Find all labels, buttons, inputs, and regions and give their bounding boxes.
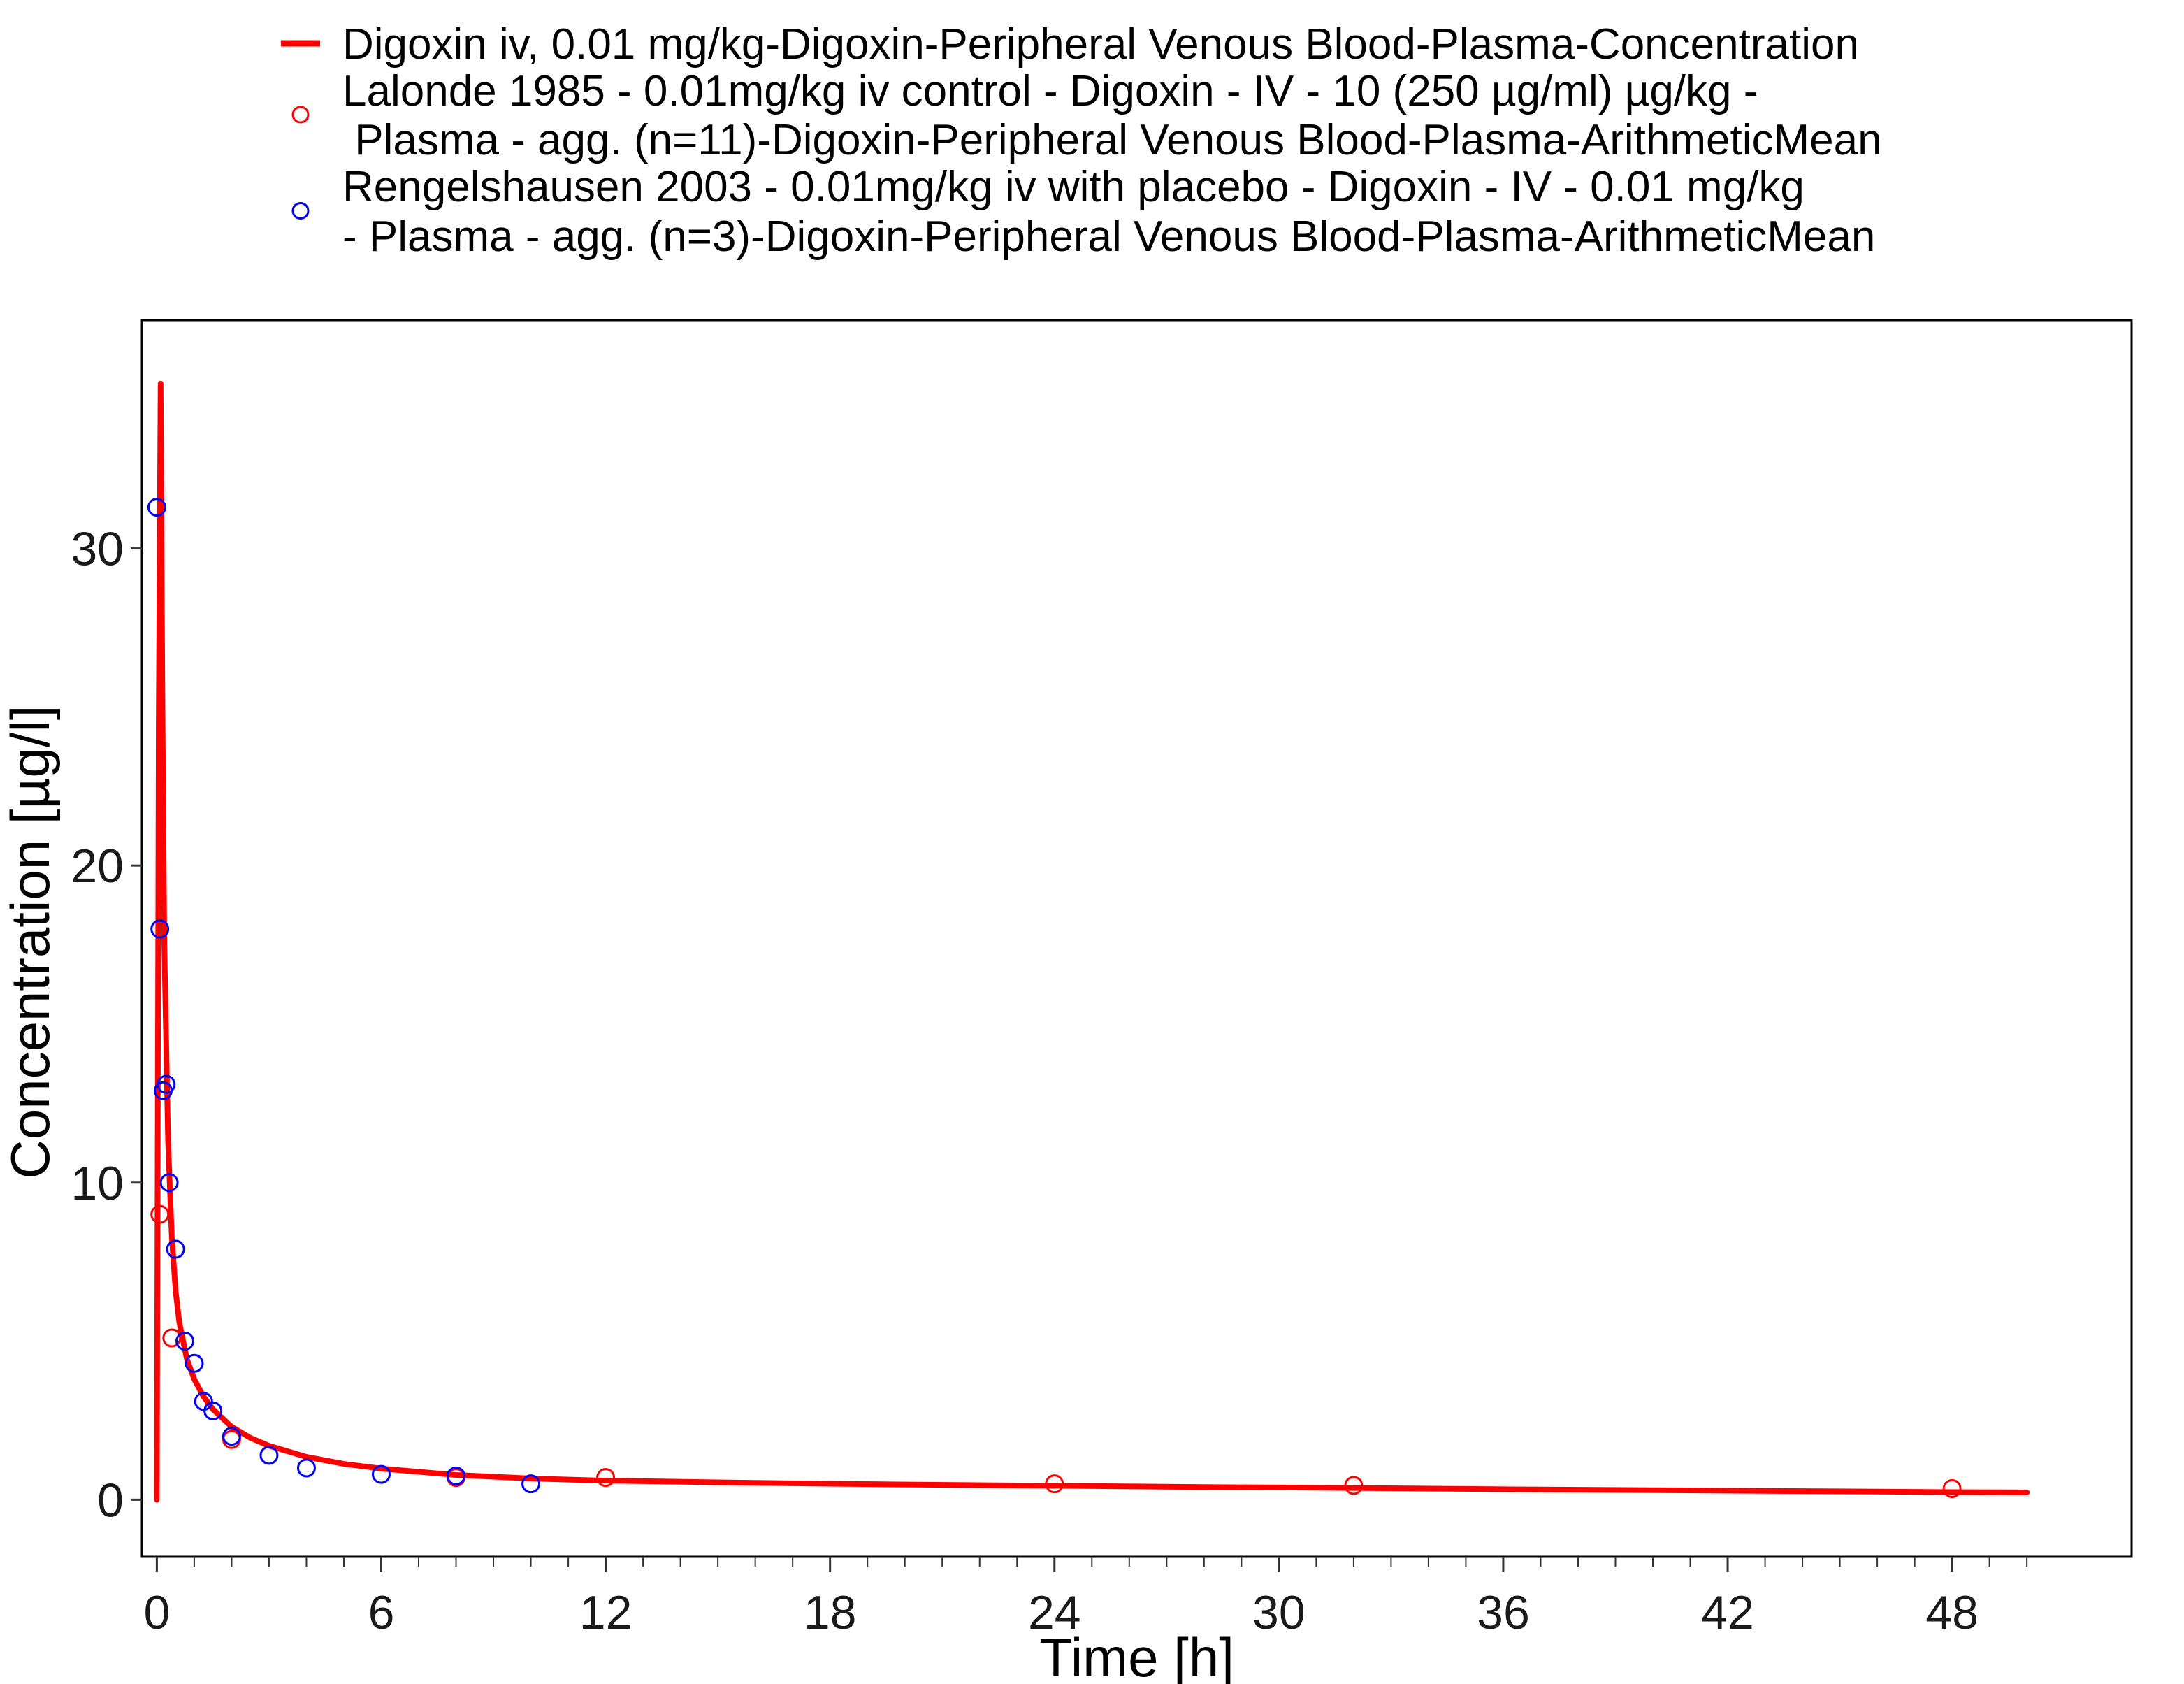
legend-label: Digoxin iv, 0.01 mg/kg-Digoxin-Periphera…	[342, 20, 1859, 69]
x-tick-label: 42	[1701, 1586, 1754, 1639]
legend-key-marker	[291, 106, 310, 124]
data-point-1	[1045, 1474, 1064, 1494]
data-point-2	[175, 1332, 195, 1351]
plot-area	[147, 380, 2030, 1503]
legend-key-marker	[291, 202, 310, 220]
x-tick-label: 6	[368, 1586, 395, 1639]
legend-label: Rengelshausen 2003 - 0.01mg/kg iv with p…	[342, 163, 1805, 211]
legend-label: - Plasma - agg. (n=3)-Digoxin-Peripheral…	[342, 213, 1875, 261]
x-tick-label: 0	[143, 1586, 170, 1639]
data-point-2	[147, 498, 166, 517]
data-point-1	[1942, 1478, 1962, 1498]
data-point-1	[162, 1328, 182, 1348]
x-tick-label: 30	[1252, 1586, 1306, 1639]
legend-label: Plasma - agg. (n=11)-Digoxin-Peripheral …	[342, 116, 1882, 164]
data-point-1	[1344, 1476, 1364, 1495]
data-point-2	[447, 1466, 466, 1485]
y-axis: 0 10 20 30	[71, 523, 142, 1527]
data-point-2	[222, 1427, 241, 1446]
y-tick-label: 10	[71, 1157, 124, 1210]
legend: Digoxin iv, 0.01 mg/kg-Digoxin-Periphera…	[281, 20, 1882, 261]
series-line-0	[154, 380, 2030, 1503]
data-point-2	[150, 919, 170, 939]
legend-label: Lalonde 1985 - 0.01mg/kg iv control - Di…	[342, 67, 1758, 115]
data-point-2	[157, 1074, 176, 1094]
x-tick-label: 12	[579, 1586, 632, 1639]
y-tick-label: 30	[71, 523, 124, 576]
data-point-2	[371, 1464, 391, 1484]
x-tick-label: 48	[1925, 1586, 1979, 1639]
y-axis-title: Concentration [µg/l]	[0, 705, 61, 1179]
x-tick-label: 36	[1477, 1586, 1530, 1639]
y-tick-label: 20	[71, 840, 124, 893]
data-point-2	[521, 1474, 541, 1494]
data-point-2	[259, 1446, 279, 1465]
plot-panel	[140, 319, 2133, 1558]
data-point-1	[150, 1204, 170, 1224]
x-axis-title: Time [h]	[1039, 1627, 1234, 1684]
data-point-2	[166, 1239, 185, 1259]
data-point-2	[185, 1353, 204, 1373]
y-tick-label: 0	[97, 1474, 124, 1527]
x-axis: 0 6 12 18 24 30 36 42 48	[143, 1557, 2028, 1639]
data-point-1	[596, 1468, 616, 1488]
data-point-2	[296, 1458, 316, 1478]
x-tick-label: 18	[804, 1586, 857, 1639]
x-tick-label: 24	[1028, 1586, 1081, 1639]
data-point-2	[203, 1401, 223, 1420]
data-point-2	[159, 1173, 179, 1193]
